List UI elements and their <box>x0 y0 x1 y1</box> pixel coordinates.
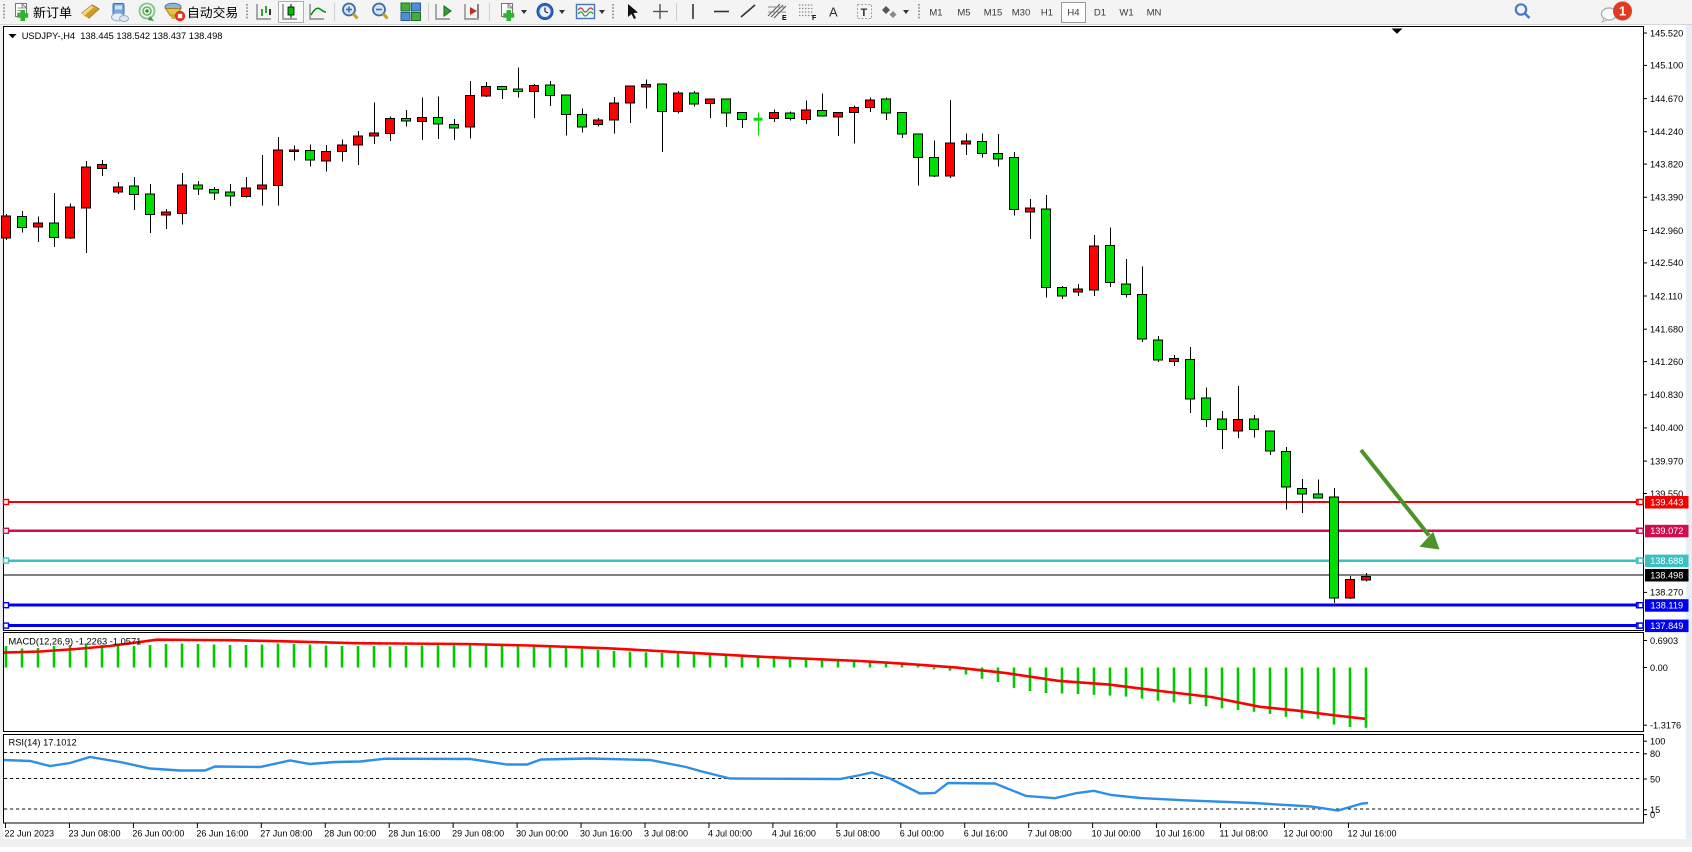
svg-text:M30: M30 <box>1012 8 1030 19</box>
svg-text:144.670: 144.670 <box>1650 94 1683 104</box>
svg-text:29 Jun 08:00: 29 Jun 08:00 <box>452 828 504 838</box>
svg-text:-1.3176: -1.3176 <box>1650 721 1681 731</box>
svg-text:141.260: 141.260 <box>1650 357 1683 367</box>
svg-text:0.00: 0.00 <box>1650 663 1668 673</box>
svg-text:M15: M15 <box>984 8 1002 19</box>
svg-text:26 Jun 00:00: 26 Jun 00:00 <box>132 828 184 838</box>
svg-text:50: 50 <box>1650 774 1660 784</box>
svg-text:D1: D1 <box>1094 8 1106 19</box>
svg-text:144.240: 144.240 <box>1650 127 1683 137</box>
svg-text:142.110: 142.110 <box>1650 291 1683 301</box>
svg-text:139.072: 139.072 <box>1650 526 1683 536</box>
svg-text:145.520: 145.520 <box>1650 28 1683 38</box>
svg-text:4 Jul 00:00: 4 Jul 00:00 <box>708 828 752 838</box>
svg-text:M5: M5 <box>957 8 970 19</box>
svg-text:30 Jun 16:00: 30 Jun 16:00 <box>580 828 632 838</box>
svg-text:80: 80 <box>1650 749 1660 759</box>
svg-text:138.498: 138.498 <box>1650 570 1683 580</box>
svg-text:12 Jul 16:00: 12 Jul 16:00 <box>1347 828 1396 838</box>
svg-text:15: 15 <box>1650 805 1660 815</box>
svg-text:138.119: 138.119 <box>1651 601 1684 611</box>
svg-text:10 Jul 16:00: 10 Jul 16:00 <box>1156 828 1205 838</box>
svg-text:T: T <box>861 7 868 19</box>
svg-text:140.400: 140.400 <box>1650 423 1683 433</box>
svg-text:145.100: 145.100 <box>1650 61 1683 71</box>
svg-text:W1: W1 <box>1119 8 1133 19</box>
svg-text:MACD(12,26,9) -1.2263 -1.0571: MACD(12,26,9) -1.2263 -1.0571 <box>9 636 142 646</box>
svg-text:5 Jul 08:00: 5 Jul 08:00 <box>836 828 880 838</box>
svg-text:M1: M1 <box>929 8 942 19</box>
svg-text:143.390: 143.390 <box>1650 193 1683 203</box>
svg-text:4 Jul 16:00: 4 Jul 16:00 <box>772 828 816 838</box>
svg-text:12 Jul 00:00: 12 Jul 00:00 <box>1284 828 1333 838</box>
svg-text:23 Jun 08:00: 23 Jun 08:00 <box>68 828 120 838</box>
svg-text:H1: H1 <box>1041 8 1053 19</box>
svg-text:141.680: 141.680 <box>1650 325 1683 335</box>
svg-text:6 Jul 16:00: 6 Jul 16:00 <box>964 828 1008 838</box>
svg-text:A: A <box>829 5 838 20</box>
svg-text:28 Jun 00:00: 28 Jun 00:00 <box>324 828 376 838</box>
svg-text:139.970: 139.970 <box>1650 456 1683 466</box>
svg-text:7 Jul 08:00: 7 Jul 08:00 <box>1028 828 1072 838</box>
svg-text:3 Jul 08:00: 3 Jul 08:00 <box>644 828 688 838</box>
svg-text:6 Jul 00:00: 6 Jul 00:00 <box>900 828 944 838</box>
svg-text:10 Jul 00:00: 10 Jul 00:00 <box>1092 828 1141 838</box>
svg-text:11 Jul 08:00: 11 Jul 08:00 <box>1220 828 1268 838</box>
svg-text:H4: H4 <box>1067 8 1079 19</box>
svg-text:E: E <box>782 15 787 22</box>
svg-text:0: 0 <box>1650 810 1655 820</box>
svg-text:142.960: 142.960 <box>1650 226 1683 236</box>
svg-text:0.6903: 0.6903 <box>1650 636 1678 646</box>
svg-text:143.820: 143.820 <box>1650 159 1683 169</box>
svg-text:22 Jun 2023: 22 Jun 2023 <box>5 828 55 838</box>
svg-text:138.688: 138.688 <box>1650 556 1683 566</box>
svg-text:142.540: 142.540 <box>1650 258 1683 268</box>
svg-text:30 Jun 00:00: 30 Jun 00:00 <box>516 828 568 838</box>
svg-text:USDJPY-,H4 138.445 138.542 13: USDJPY-,H4 138.445 138.542 138.437 138.4… <box>22 31 223 41</box>
svg-text:F: F <box>812 15 817 22</box>
svg-text:RSI(14) 17.1012: RSI(14) 17.1012 <box>9 737 77 747</box>
svg-text:28 Jun 16:00: 28 Jun 16:00 <box>388 828 440 838</box>
svg-text:1: 1 <box>1619 4 1626 19</box>
svg-text:139.443: 139.443 <box>1650 497 1683 507</box>
svg-text:140.830: 140.830 <box>1650 390 1683 400</box>
svg-text:138.270: 138.270 <box>1650 588 1683 598</box>
svg-text:26 Jun 16:00: 26 Jun 16:00 <box>196 828 248 838</box>
svg-text:137.849: 137.849 <box>1650 621 1683 631</box>
svg-text:100: 100 <box>1650 737 1665 747</box>
svg-text:MN: MN <box>1147 8 1162 19</box>
svg-text:139.550: 139.550 <box>1650 489 1683 499</box>
svg-text:27 Jun 08:00: 27 Jun 08:00 <box>260 828 312 838</box>
